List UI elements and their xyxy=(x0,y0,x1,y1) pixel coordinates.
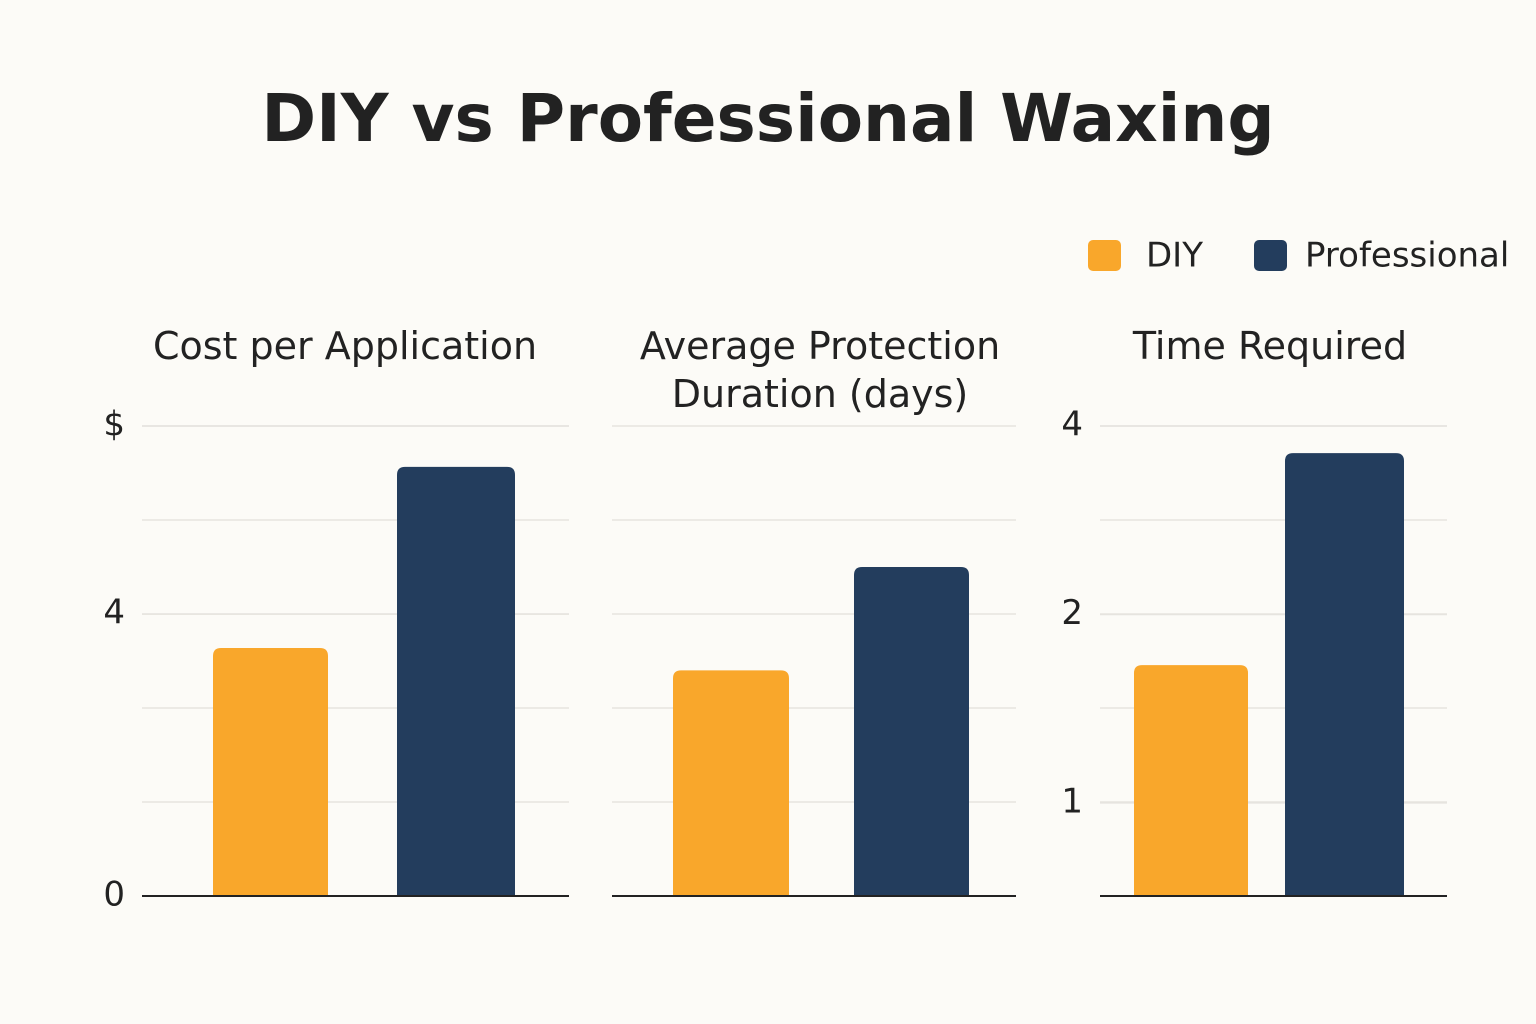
legend-swatch xyxy=(1088,240,1121,271)
legend-label: DIY xyxy=(1146,236,1203,276)
bar xyxy=(397,466,515,896)
y-tick-label: 0 xyxy=(103,875,125,915)
bar xyxy=(1285,453,1404,896)
legend-swatch xyxy=(1254,240,1287,271)
y-tick-label: $ xyxy=(103,405,125,445)
bar xyxy=(1134,665,1248,896)
y-tick-label: 4 xyxy=(1061,405,1083,445)
bar xyxy=(854,567,969,896)
y-tick-label: 1 xyxy=(1061,781,1083,821)
panel-title: Cost per Application xyxy=(152,324,538,368)
bar xyxy=(673,670,789,896)
panel-title: Time Required xyxy=(1132,324,1408,368)
y-tick-label: 2 xyxy=(1061,593,1083,633)
legend-label: Professional xyxy=(1305,236,1509,276)
panel-title: Average Protection Duration (days) xyxy=(639,324,1001,416)
chart-title: DIY vs Professional Waxing xyxy=(261,80,1275,157)
y-tick-label: 4 xyxy=(103,593,125,633)
bar xyxy=(213,647,328,896)
